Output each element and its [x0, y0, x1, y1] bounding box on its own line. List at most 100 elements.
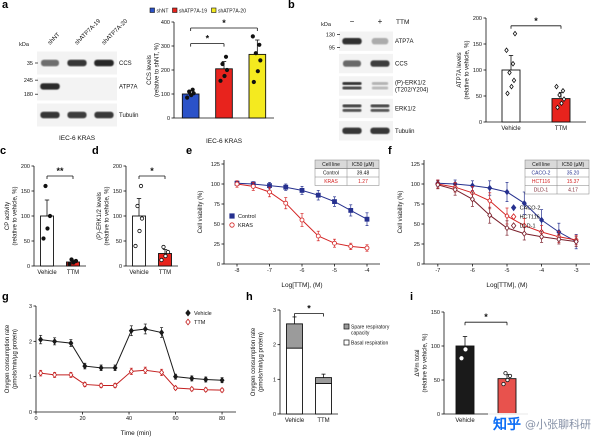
svg-text:50: 50	[214, 222, 220, 228]
svg-text:shATP7A-19: shATP7A-19	[179, 9, 207, 15]
svg-text:+: +	[378, 17, 383, 26]
viability-dose-response-iec6: 0 25 50 75 100 125 Cell viability (%) Log[TTM],…	[194, 152, 386, 290]
svg-text:Time (min): Time (min)	[121, 430, 152, 437]
panel-label-c: c	[0, 145, 7, 157]
svg-text:CP activity: CP activity	[5, 202, 11, 230]
svg-text:50: 50	[476, 94, 482, 100]
svg-text:0: 0	[273, 412, 276, 418]
svg-text:Oxygen consumption rate: Oxygen consumption rate	[5, 324, 11, 393]
svg-text:50: 50	[24, 239, 30, 245]
svg-text:Basal respiration: Basal respiration	[351, 341, 388, 347]
svg-text:75: 75	[214, 202, 220, 208]
svg-text:60: 60	[172, 416, 178, 422]
bars	[40, 183, 80, 267]
bars	[455, 331, 517, 415]
svg-text:125: 125	[211, 162, 220, 168]
svg-text:15.37: 15.37	[567, 179, 580, 185]
svg-text:0: 0	[34, 416, 37, 422]
svg-text:2: 2	[273, 343, 276, 349]
svg-text:TTM: TTM	[555, 126, 567, 132]
svg-text:0: 0	[27, 264, 30, 270]
svg-text:0: 0	[29, 410, 32, 416]
svg-text:(relative to shNT, %): (relative to shNT, %)	[155, 43, 161, 97]
svg-text:3: 3	[273, 308, 276, 314]
svg-text:50: 50	[434, 378, 440, 384]
svg-text:*: *	[484, 312, 488, 322]
svg-text:**: **	[56, 166, 64, 176]
svg-text:CCS: CCS	[119, 61, 132, 67]
svg-text:*: *	[206, 34, 210, 44]
svg-text:ATP7A: ATP7A	[119, 84, 138, 90]
svg-text:Cell line: Cell line	[532, 162, 550, 168]
svg-text:125: 125	[411, 162, 420, 168]
svg-text:25: 25	[214, 242, 220, 248]
svg-text:ATP7A levels: ATP7A levels	[457, 52, 463, 87]
blot-a-svg: kDa shNT shATP7A-19 shATP7A-20 35 CCS 245 180 AT…	[19, 18, 138, 142]
svg-text:IC50 (µM): IC50 (µM)	[562, 162, 585, 168]
svg-text:*: *	[222, 18, 226, 28]
svg-text:TTM: TTM	[159, 270, 171, 276]
svg-text:CCS levels: CCS levels	[147, 55, 153, 85]
svg-text:200: 200	[21, 164, 30, 170]
bars	[132, 183, 172, 267]
svg-text:-5: -5	[332, 268, 337, 274]
svg-text:-8: -8	[235, 268, 240, 274]
svg-text:(relative to vehicle, %): (relative to vehicle, %)	[465, 40, 471, 99]
svg-text:Tubulin: Tubulin	[119, 113, 138, 119]
svg-text:0: 0	[479, 120, 482, 126]
svg-text:(relative to vehicle, %): (relative to vehicle, %)	[105, 186, 111, 245]
svg-text:-5: -5	[505, 268, 510, 274]
svg-text:CACO-2: CACO-2	[520, 206, 541, 212]
svg-text:TTM: TTM	[67, 270, 79, 276]
svg-text:-4: -4	[539, 268, 544, 274]
svg-text:35.20: 35.20	[567, 171, 580, 177]
svg-text:TTM: TTM	[396, 19, 409, 26]
chart-d-svg: 0 50 100 150 200 (P)-ERK1/2 levels (relative t…	[97, 164, 178, 276]
chart-g-svg: 0 1 2 3 Oxygen consumption rate (pmols/min/µg…	[5, 304, 236, 437]
svg-text:4.17: 4.17	[568, 188, 578, 194]
svg-text:50: 50	[414, 222, 420, 228]
svg-text:Cell line: Cell line	[322, 162, 340, 168]
svg-text:40: 40	[126, 416, 132, 422]
svg-text:DLD-1: DLD-1	[520, 224, 536, 230]
svg-text:2: 2	[29, 339, 32, 345]
svg-text:200: 200	[113, 164, 122, 170]
series-Vehicle	[38, 323, 225, 384]
svg-text:100: 100	[431, 344, 440, 350]
svg-text:Control: Control	[323, 171, 339, 177]
svg-text:shATP7A-20: shATP7A-20	[101, 18, 129, 46]
svg-text:300: 300	[161, 44, 170, 50]
svg-text:0: 0	[417, 262, 420, 268]
panel-label-g: g	[2, 291, 9, 303]
panel-label-e: e	[186, 145, 193, 157]
svg-text:DLD-1: DLD-1	[534, 188, 549, 194]
svg-text:(pmols/min/µg protein): (pmols/min/µg protein)	[13, 329, 19, 389]
panel-label-f: f	[388, 145, 392, 157]
svg-text:Cell viability (%): Cell viability (%)	[198, 191, 204, 234]
svg-text:80: 80	[219, 416, 225, 422]
series-TTM	[38, 366, 225, 394]
zhihu-logo: 知乎	[493, 417, 521, 433]
panel-label-a: a	[2, 0, 9, 11]
svg-text:kDa: kDa	[321, 22, 332, 28]
svg-text:1: 1	[273, 377, 276, 383]
svg-text:(P)-ERK1/2 levels: (P)-ERK1/2 levels	[97, 192, 103, 240]
svg-text:KRAS: KRAS	[324, 179, 338, 185]
svg-text:1: 1	[29, 375, 32, 381]
svg-text:Oxygen consumption rate: Oxygen consumption rate	[251, 327, 257, 396]
svg-text:0: 0	[119, 264, 122, 270]
svg-text:-7: -7	[435, 268, 440, 274]
svg-text:ΔΨm total: ΔΨm total	[415, 349, 421, 376]
chart-a-svg: 0 100 200 300 400 CCS levels (relative to shNT…	[147, 7, 274, 145]
svg-text:50: 50	[116, 239, 122, 245]
svg-text:kDa: kDa	[19, 42, 30, 48]
panel-label-h: h	[246, 291, 253, 303]
svg-text:Vehicle: Vehicle	[501, 126, 521, 132]
ocr-timecourse-chart: 0 1 2 3 Oxygen consumption rate (pmols/min/µg…	[4, 298, 244, 438]
svg-text:Cell viability (%): Cell viability (%)	[398, 191, 404, 234]
svg-text:IEC-6 KRAS: IEC-6 KRAS	[59, 135, 96, 142]
series-KRAS	[234, 180, 370, 252]
respiration-stacked-bar-chart: 0 1 2 3 Oxygen consumption rate (pmols/min/µg…	[250, 298, 408, 438]
western-blot-shatp7a: kDa shNT shATP7A-19 shATP7A-20 35 CCS 245 180 AT…	[10, 4, 144, 144]
